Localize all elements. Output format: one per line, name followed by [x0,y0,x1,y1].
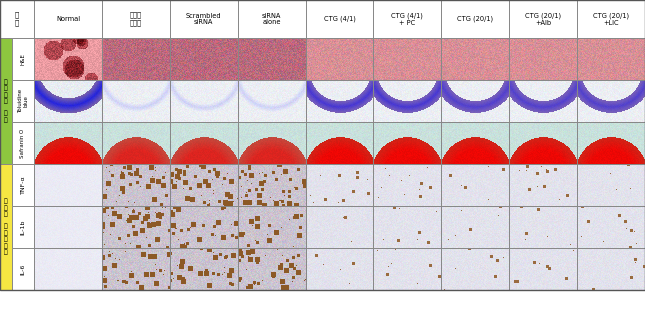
Bar [373,0,441,38]
Bar [373,80,441,122]
Text: 그
룹: 그 룹 [15,12,19,26]
Bar [34,206,102,248]
Bar [509,38,577,80]
Bar [237,0,306,38]
Bar [102,248,170,290]
Bar [12,206,34,248]
Bar [170,80,237,122]
Bar [306,0,373,38]
Bar [306,164,373,206]
Bar [170,0,237,38]
Bar [441,38,509,80]
Text: CTG (4/1)
+ PC: CTG (4/1) + PC [392,12,423,26]
Bar [577,122,645,164]
Bar [306,248,373,290]
Bar [237,80,306,122]
Bar [441,122,509,164]
Text: IL-1b: IL-1b [21,219,26,235]
Bar [441,164,509,206]
Bar [0,164,12,290]
Text: 염
증
정
도

염
색: 염 증 정 도 염 색 [4,79,8,123]
Text: Normal: Normal [56,16,80,22]
Bar [306,206,373,248]
Bar [373,206,441,248]
Bar [373,122,441,164]
Text: Toluidine
blue: Toluidine blue [17,89,28,113]
Text: CTG (20/1)
+LIC: CTG (20/1) +LIC [593,12,629,26]
Text: H&E: H&E [21,53,26,65]
Bar [34,248,102,290]
Text: siRNA
alone: siRNA alone [262,13,281,26]
Bar [509,206,577,248]
Bar [577,206,645,248]
Bar [441,248,509,290]
Bar [577,38,645,80]
Bar [102,0,170,38]
Bar [306,80,373,122]
Text: Safranin O: Safranin O [21,128,26,158]
Bar [12,248,34,290]
Bar [102,122,170,164]
Text: CTG (20/1)
+Alb: CTG (20/1) +Alb [525,12,561,26]
Bar [509,0,577,38]
Bar [102,206,170,248]
Bar [237,122,306,164]
Bar [441,80,509,122]
Bar [170,248,237,290]
Bar [12,80,34,122]
Bar [12,164,34,206]
Text: IL-6: IL-6 [21,263,26,275]
Bar [102,80,170,122]
Bar [577,0,645,38]
Bar [509,80,577,122]
Bar [34,0,102,38]
Bar [373,164,441,206]
Bar [34,38,102,80]
Bar [170,206,237,248]
Bar [441,206,509,248]
Bar [373,38,441,80]
Bar [170,38,237,80]
Bar [237,38,306,80]
Bar [441,0,509,38]
Text: Scrambled
siRNA: Scrambled siRNA [186,13,221,26]
Bar [237,164,306,206]
Bar [0,38,12,164]
Bar [34,164,102,206]
Bar [509,248,577,290]
Bar [0,0,34,38]
Bar [34,122,102,164]
Bar [170,164,237,206]
Bar [237,206,306,248]
Bar [577,248,645,290]
Text: 염
증
성

사
이
토
카
인: 염 증 성 사 이 토 카 인 [4,198,8,256]
Bar [237,248,306,290]
Text: CTG (20/1): CTG (20/1) [457,16,493,22]
Bar [170,122,237,164]
Bar [306,122,373,164]
Text: 관절염
유도군: 관절염 유도군 [130,12,142,26]
Bar [577,164,645,206]
Bar [509,164,577,206]
Bar [509,122,577,164]
Bar [102,38,170,80]
Bar [577,80,645,122]
Bar [306,38,373,80]
Text: TNF-α: TNF-α [21,176,26,194]
Bar [102,164,170,206]
Bar [34,80,102,122]
Bar [12,122,34,164]
Bar [12,38,34,80]
Text: CTG (4/1): CTG (4/1) [324,16,355,22]
Bar [373,248,441,290]
